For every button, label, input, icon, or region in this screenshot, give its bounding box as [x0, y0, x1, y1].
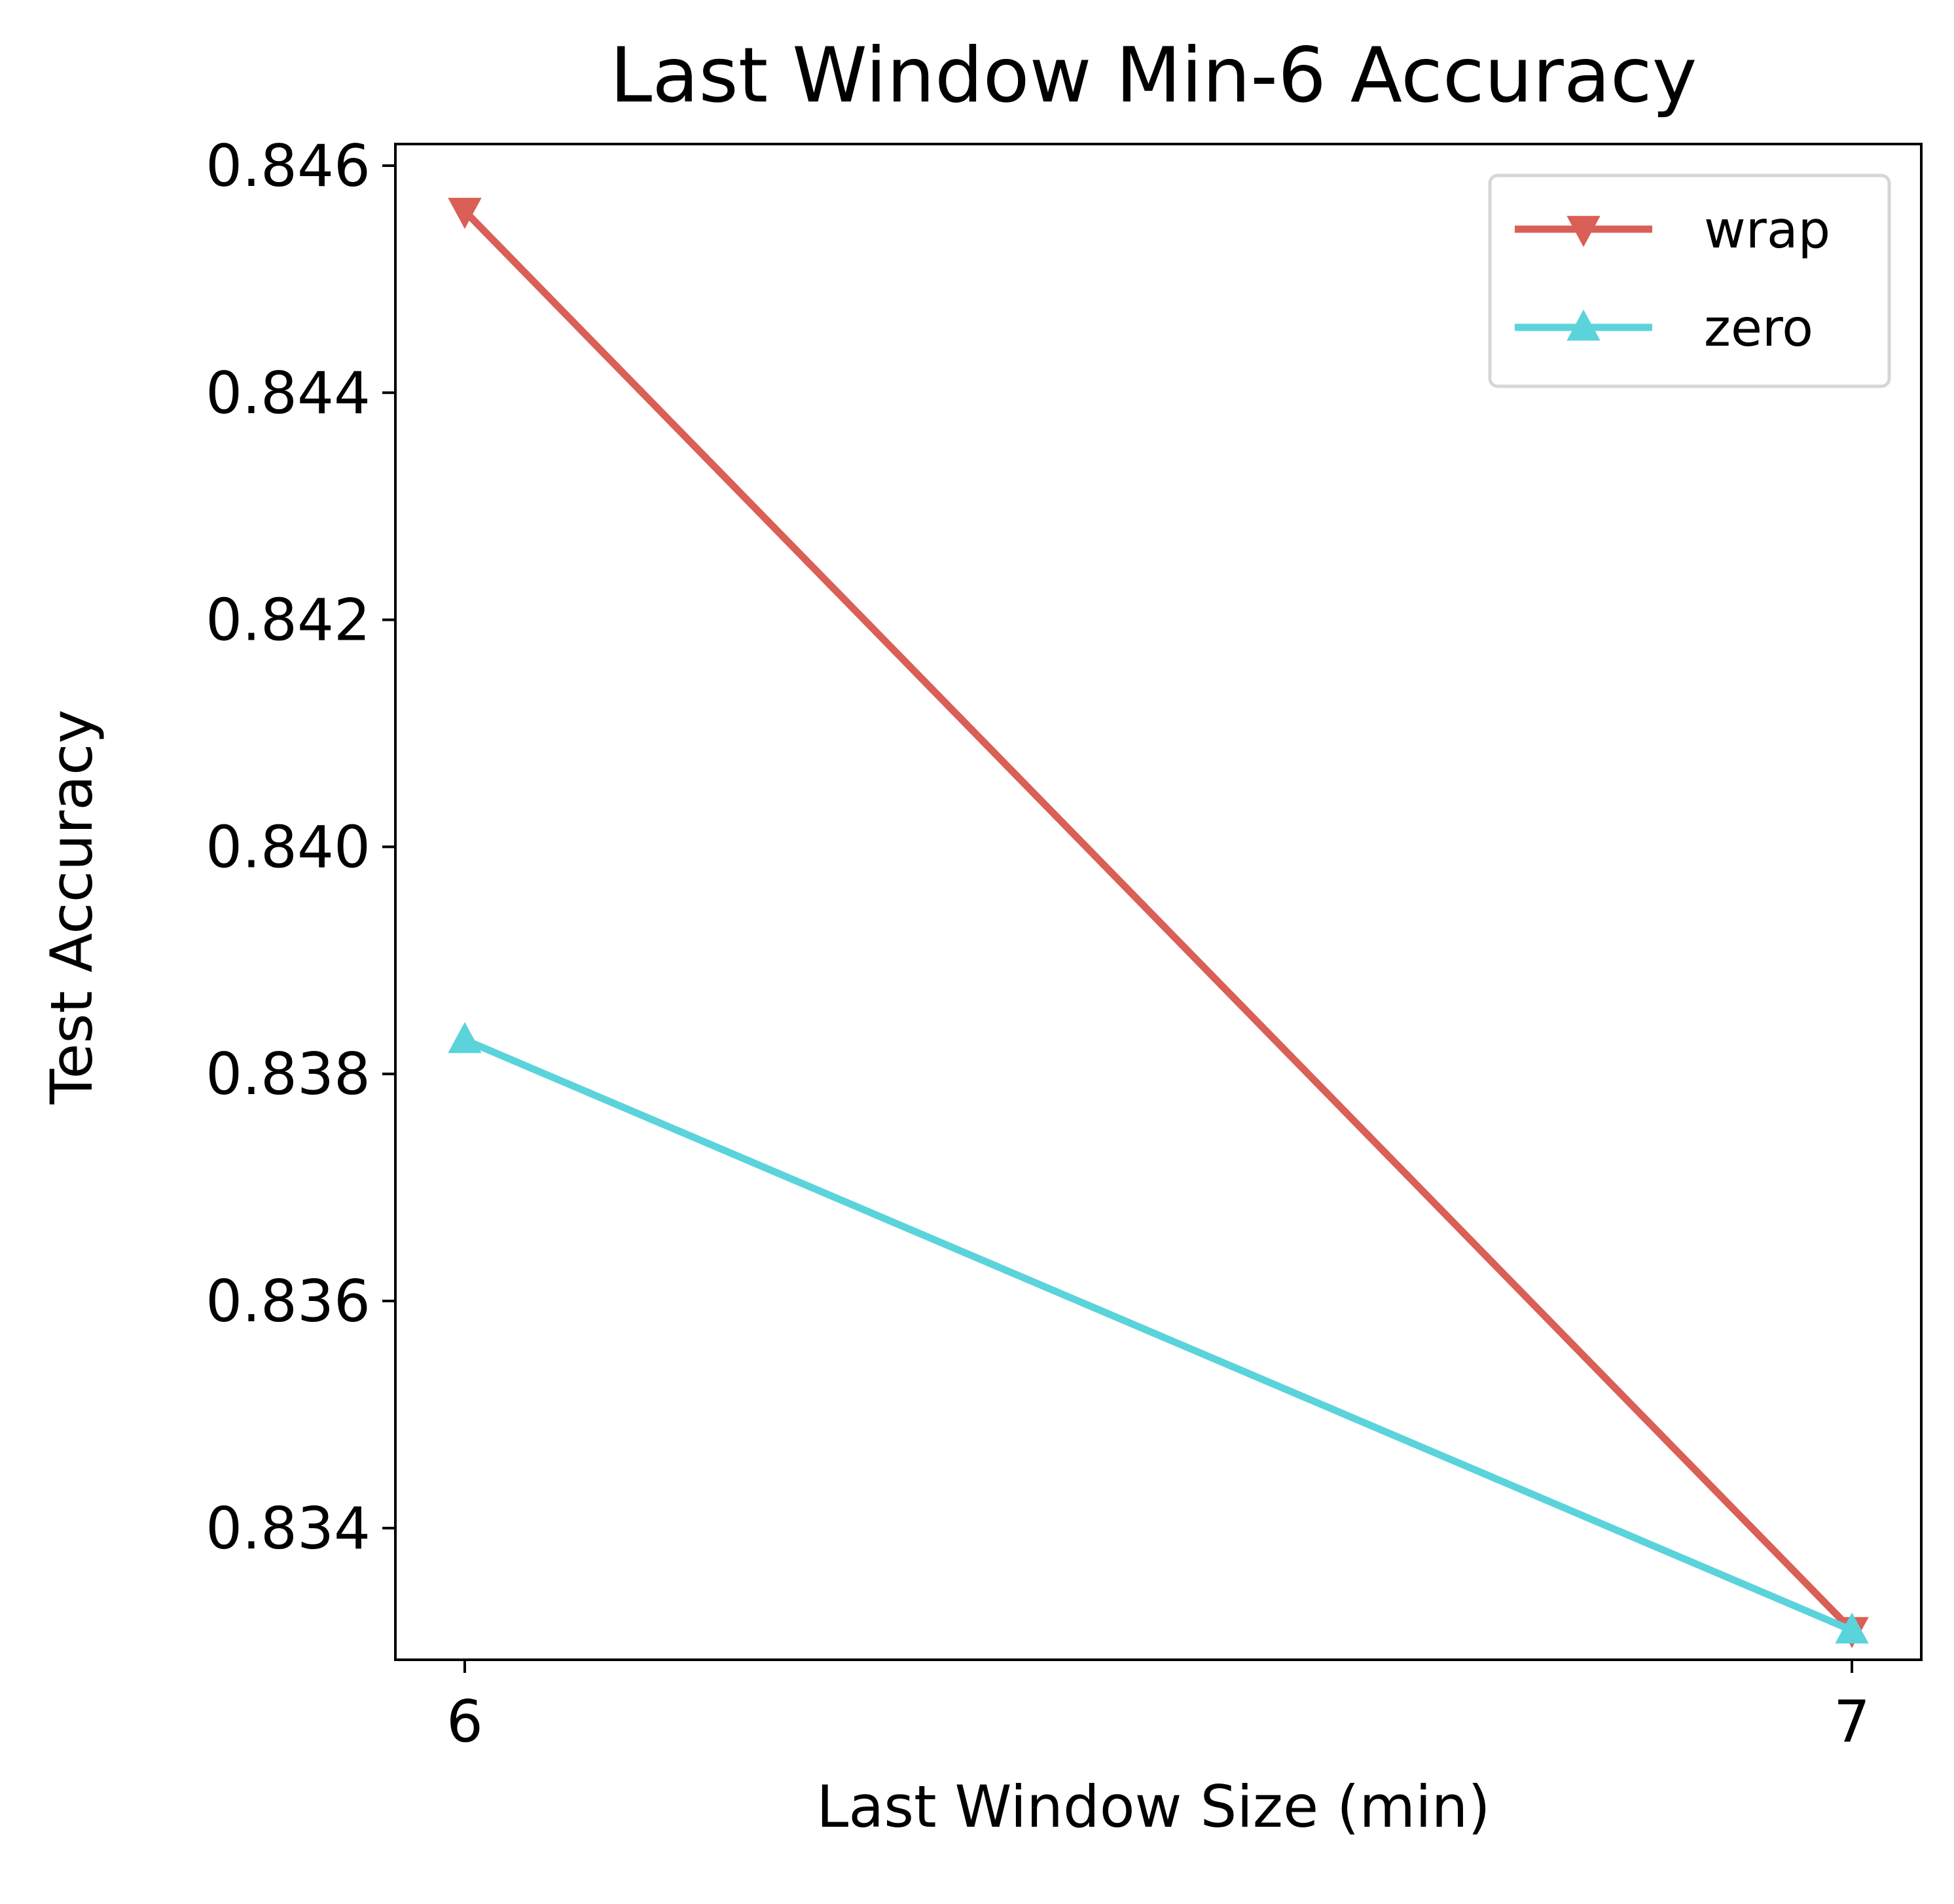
data-point-zero	[1835, 1612, 1869, 1644]
legend-marker-wrap	[1566, 215, 1601, 247]
series-line-zero	[463, 1036, 1854, 1634]
legend-label-wrap: wrap	[1704, 201, 1830, 260]
y-tick-label: 0.842	[206, 587, 371, 654]
y-axis-label: Test Accuracy	[38, 709, 105, 1105]
x-axis-label: Last Window Size (min)	[816, 1773, 1490, 1840]
legend-label-zero: zero	[1704, 299, 1813, 358]
y-tick-label: 0.836	[206, 1268, 371, 1335]
y-tick-label: 0.834	[206, 1495, 371, 1562]
plot-area: 0.834 0.836 0.838 0.840 0.842 0.844 0.846 6 7	[206, 132, 1923, 1755]
y-tick-label: 0.844	[206, 359, 371, 427]
series-line-wrap	[462, 208, 1854, 1633]
legend: wrap zero	[1488, 174, 1891, 388]
legend-marker-zero	[1566, 309, 1601, 341]
x-tick-label: 7	[1834, 1688, 1870, 1755]
y-tick-label: 0.846	[206, 132, 371, 200]
chart-title: Last Window Min-6 Accuracy	[610, 31, 1697, 120]
data-point-zero	[448, 1021, 482, 1053]
y-tick-label: 0.840	[206, 813, 371, 881]
y-tick-label: 0.838	[206, 1040, 371, 1108]
axes-frame	[394, 143, 1923, 1661]
data-point-wrap	[448, 198, 482, 229]
x-tick-label: 6	[446, 1688, 483, 1755]
